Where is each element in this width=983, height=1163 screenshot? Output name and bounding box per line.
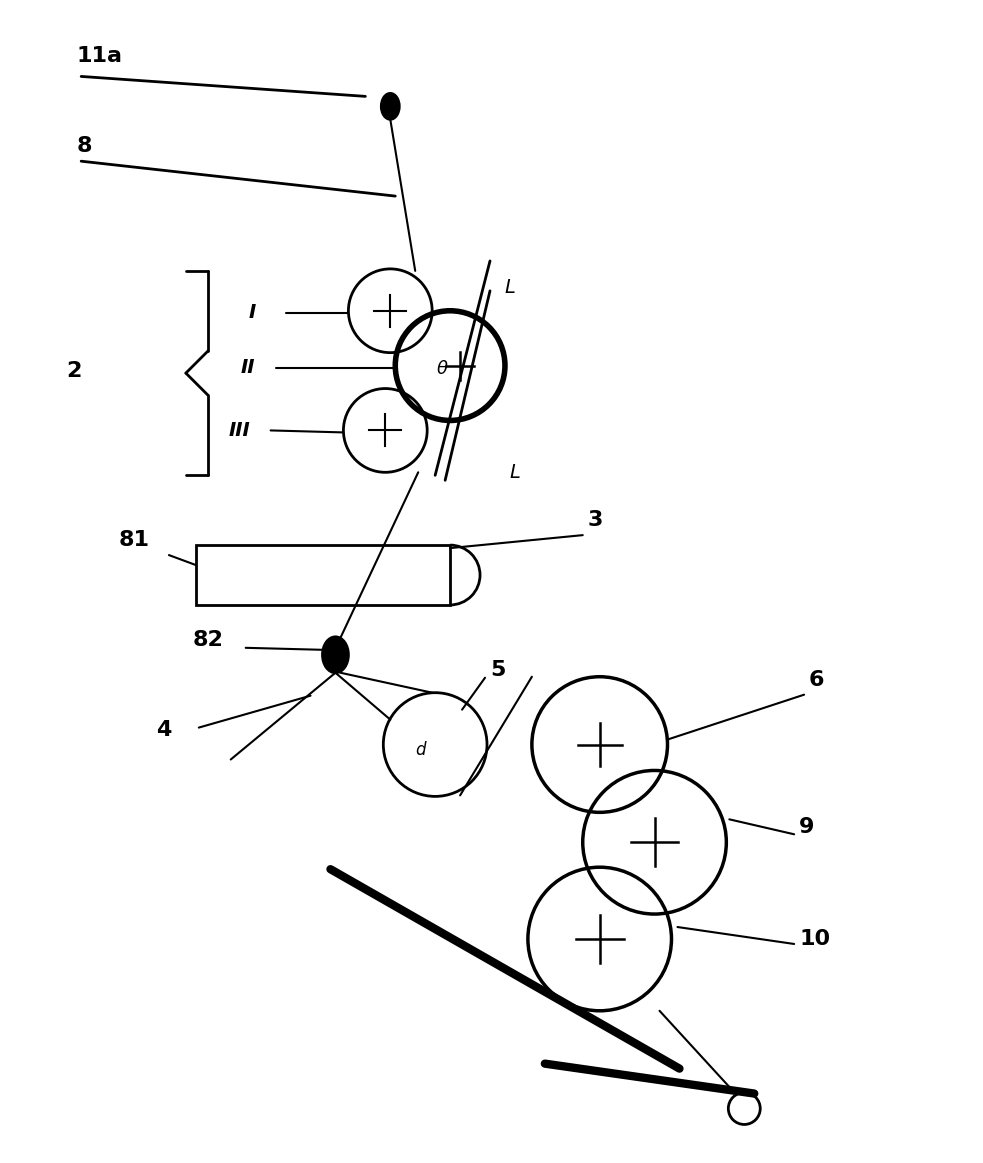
Text: $\theta$: $\theta$ <box>435 359 448 378</box>
Ellipse shape <box>322 637 348 672</box>
Text: 4: 4 <box>156 720 171 740</box>
Text: II: II <box>241 358 256 377</box>
Text: 82: 82 <box>193 630 224 650</box>
Text: 2: 2 <box>66 361 82 380</box>
Text: I: I <box>249 304 256 322</box>
Text: 10: 10 <box>799 929 831 949</box>
Text: 6: 6 <box>809 670 825 690</box>
Text: 9: 9 <box>799 818 815 837</box>
Text: L: L <box>510 463 521 481</box>
Text: 3: 3 <box>588 511 604 530</box>
Bar <box>196 545 450 605</box>
Text: d: d <box>415 741 426 758</box>
Text: 81: 81 <box>119 530 150 550</box>
Text: 11a: 11a <box>76 47 122 66</box>
Text: 8: 8 <box>76 136 91 156</box>
Text: L: L <box>505 278 516 298</box>
Text: III: III <box>229 421 251 440</box>
Text: 5: 5 <box>490 659 505 679</box>
Ellipse shape <box>381 93 399 120</box>
